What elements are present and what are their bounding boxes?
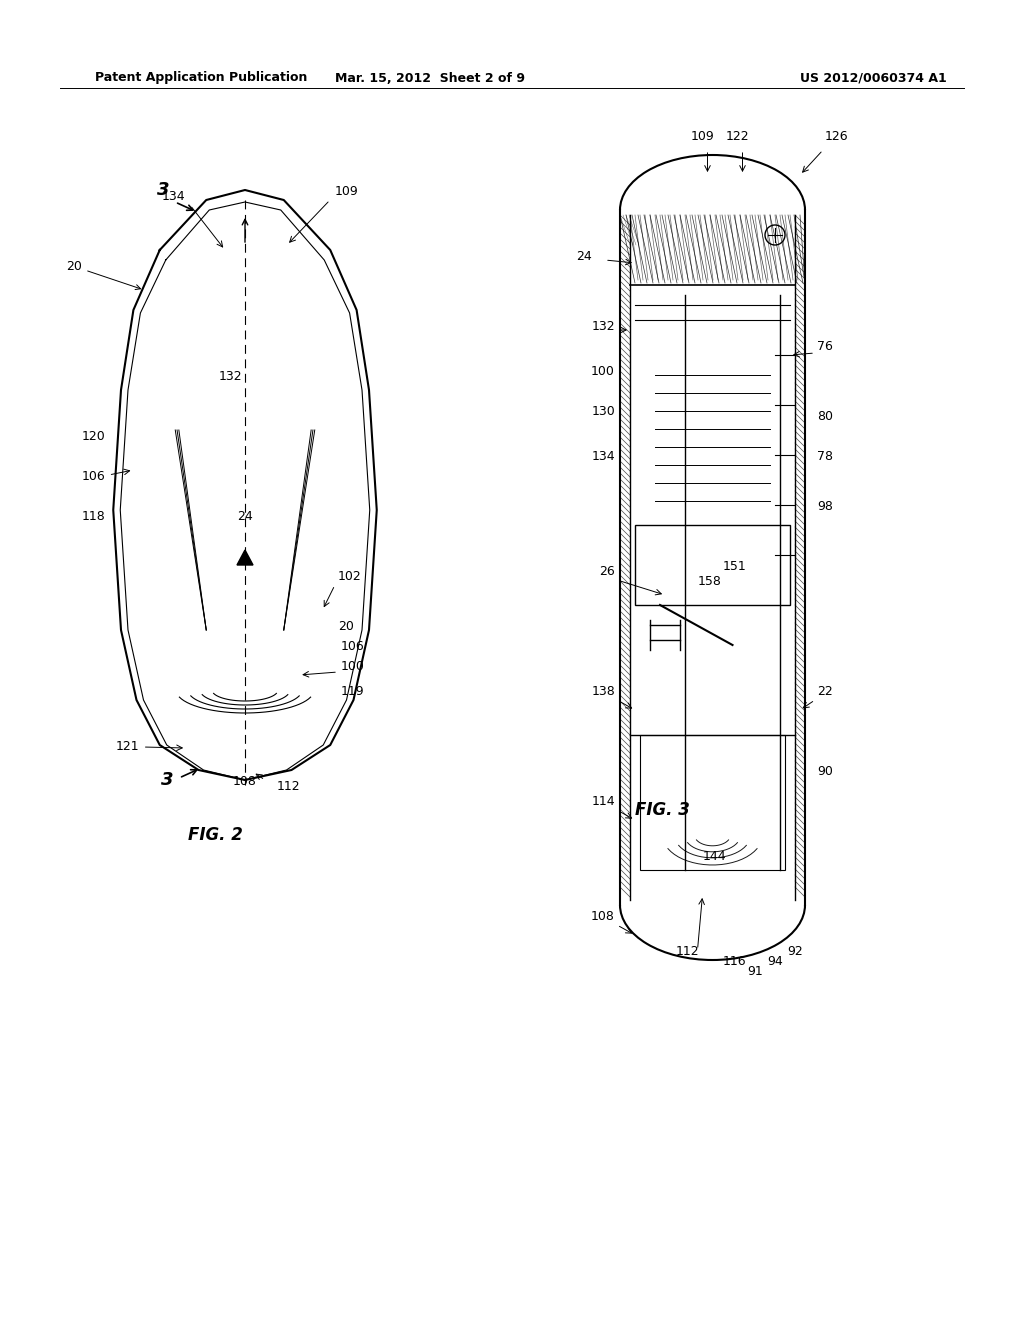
Text: 112: 112 — [676, 945, 699, 958]
Text: 109: 109 — [335, 185, 358, 198]
Text: 151: 151 — [723, 560, 746, 573]
Text: 112: 112 — [278, 780, 301, 793]
Text: 3: 3 — [157, 181, 169, 199]
Text: 106: 106 — [341, 640, 365, 653]
Text: 20: 20 — [338, 620, 354, 634]
Text: 80: 80 — [817, 411, 833, 422]
Text: 132: 132 — [592, 319, 615, 333]
Text: Patent Application Publication: Patent Application Publication — [95, 71, 307, 84]
Text: 106: 106 — [82, 470, 105, 483]
Text: 24: 24 — [577, 249, 592, 263]
Text: 118: 118 — [82, 510, 105, 523]
Text: 122: 122 — [726, 129, 750, 143]
Text: 120: 120 — [82, 430, 105, 444]
Text: 130: 130 — [591, 405, 615, 418]
Text: 126: 126 — [825, 129, 849, 143]
Text: 119: 119 — [341, 685, 365, 698]
Text: 22: 22 — [817, 685, 833, 698]
Text: 134: 134 — [162, 190, 185, 203]
Text: 116: 116 — [723, 954, 746, 968]
Text: US 2012/0060374 A1: US 2012/0060374 A1 — [800, 71, 947, 84]
Text: 138: 138 — [591, 685, 615, 698]
Text: 76: 76 — [817, 341, 833, 352]
Text: 20: 20 — [67, 260, 140, 289]
Text: 109: 109 — [690, 129, 715, 143]
Text: FIG. 3: FIG. 3 — [635, 801, 690, 818]
Text: 91: 91 — [748, 965, 763, 978]
Text: 108: 108 — [591, 909, 615, 923]
Text: 121: 121 — [116, 741, 139, 752]
Text: 24: 24 — [238, 510, 253, 523]
Text: FIG. 2: FIG. 2 — [187, 826, 243, 843]
Bar — [635, 525, 790, 605]
Text: 108: 108 — [233, 775, 257, 788]
Text: 158: 158 — [697, 576, 721, 587]
Text: 144: 144 — [702, 850, 726, 863]
Text: 134: 134 — [592, 450, 615, 463]
Text: 3: 3 — [161, 771, 173, 789]
Text: 92: 92 — [787, 945, 803, 958]
Text: 94: 94 — [768, 954, 783, 968]
Polygon shape — [237, 550, 253, 565]
Text: 114: 114 — [592, 795, 615, 808]
Text: 132: 132 — [218, 370, 242, 383]
Text: 90: 90 — [817, 766, 833, 777]
Text: 100: 100 — [341, 660, 365, 673]
Text: 98: 98 — [817, 500, 833, 513]
Text: 26: 26 — [599, 565, 615, 578]
Text: 100: 100 — [591, 366, 615, 378]
Bar — [640, 735, 785, 870]
Text: Mar. 15, 2012  Sheet 2 of 9: Mar. 15, 2012 Sheet 2 of 9 — [335, 71, 525, 84]
Text: 78: 78 — [817, 450, 833, 463]
Text: 102: 102 — [338, 570, 361, 583]
